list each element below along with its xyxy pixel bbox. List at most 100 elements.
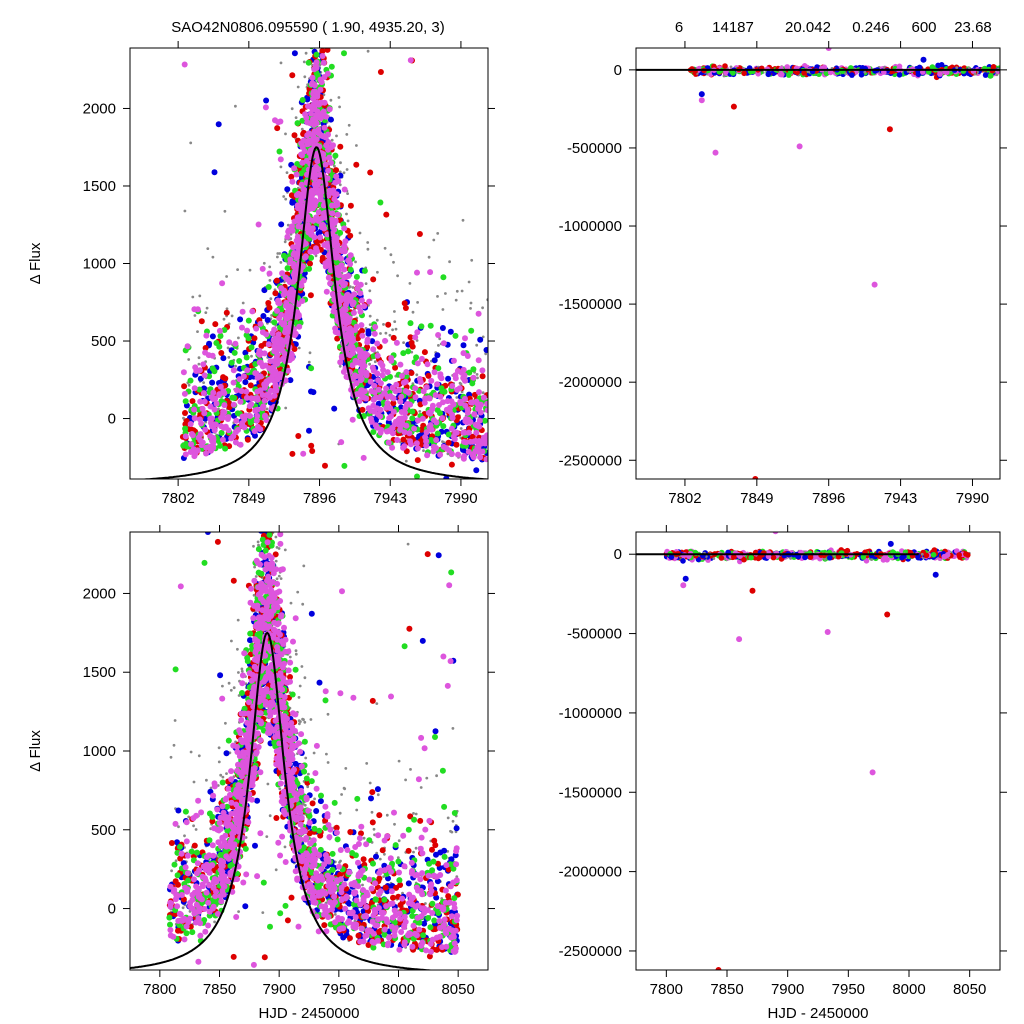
data-point xyxy=(201,398,208,405)
data-point xyxy=(967,66,971,70)
data-point xyxy=(368,314,372,318)
data-point xyxy=(326,106,333,113)
data-point xyxy=(326,154,333,161)
data-point xyxy=(419,786,423,789)
data-point xyxy=(329,98,333,102)
data-point xyxy=(347,123,351,127)
data-point xyxy=(445,447,452,454)
data-point xyxy=(452,375,459,382)
data-point xyxy=(375,318,379,322)
data-point xyxy=(428,437,435,443)
data-point xyxy=(239,308,246,315)
y-tick-label: 1500 xyxy=(83,178,116,195)
data-point xyxy=(347,202,354,209)
data-point xyxy=(281,252,287,259)
data-point xyxy=(215,121,222,128)
data-point xyxy=(423,429,430,436)
data-point xyxy=(308,81,315,88)
data-point xyxy=(313,136,320,143)
data-point xyxy=(251,428,258,435)
data-point xyxy=(219,436,226,443)
data-point xyxy=(274,868,278,872)
data-point xyxy=(468,327,475,334)
data-point xyxy=(230,314,234,318)
data-point xyxy=(216,327,223,334)
data-point xyxy=(183,834,186,838)
data-point xyxy=(430,417,437,424)
data-point xyxy=(440,340,447,347)
data-point xyxy=(432,238,436,242)
data-point xyxy=(308,7,311,10)
data-point xyxy=(347,286,351,289)
data-point xyxy=(238,388,245,394)
data-point xyxy=(730,70,736,76)
data-point xyxy=(265,407,269,411)
data-point xyxy=(459,427,463,430)
data-point xyxy=(244,367,251,374)
data-point xyxy=(303,676,307,680)
data-point xyxy=(203,450,209,457)
data-point xyxy=(415,417,421,424)
data-point xyxy=(430,448,437,455)
data-point xyxy=(285,276,292,283)
x-tick-label: 7990 xyxy=(444,490,477,507)
x-tick-label: 7943 xyxy=(374,490,407,507)
data-point xyxy=(354,260,357,264)
data-point xyxy=(359,406,366,413)
data-point xyxy=(265,341,272,348)
data-point xyxy=(174,859,178,863)
data-point xyxy=(370,429,377,435)
data-point xyxy=(184,343,191,350)
data-point xyxy=(269,297,273,301)
data-point xyxy=(342,238,349,245)
data-point xyxy=(301,166,308,173)
data-point xyxy=(305,140,312,147)
data-point xyxy=(228,359,235,366)
data-point xyxy=(233,387,240,394)
data-point xyxy=(306,785,310,789)
data-point xyxy=(439,415,446,422)
data-point xyxy=(237,336,240,340)
data-point xyxy=(325,167,332,174)
data-point xyxy=(234,104,237,108)
data-point xyxy=(308,351,312,355)
data-point xyxy=(316,188,323,195)
data-point xyxy=(483,456,488,463)
data-point xyxy=(200,390,207,397)
data-point xyxy=(209,379,216,386)
data-point xyxy=(259,392,266,398)
data-point xyxy=(265,446,268,449)
data-point xyxy=(324,240,331,247)
data-point xyxy=(324,45,327,48)
data-point xyxy=(451,819,455,823)
data-point xyxy=(414,329,421,336)
data-point xyxy=(464,353,471,359)
x-tick-label: 7802 xyxy=(668,490,701,507)
data-point xyxy=(423,384,430,391)
data-point xyxy=(333,173,340,180)
data-point xyxy=(388,413,394,420)
data-point xyxy=(915,71,922,78)
data-point xyxy=(330,138,334,142)
data-point xyxy=(461,218,465,222)
data-point xyxy=(313,0,319,5)
data-point xyxy=(476,376,479,380)
data-point xyxy=(449,383,456,389)
data-point xyxy=(995,73,999,77)
data-point xyxy=(267,358,274,365)
data-point xyxy=(347,343,354,350)
data-point xyxy=(357,368,364,375)
data-point xyxy=(344,767,348,770)
data-point xyxy=(390,334,397,341)
data-point xyxy=(480,434,487,441)
data-point xyxy=(274,125,281,132)
data-point xyxy=(289,72,296,79)
data-point xyxy=(313,51,320,58)
data-point xyxy=(431,357,438,364)
data-point xyxy=(305,103,311,110)
data-point xyxy=(196,330,199,333)
data-point xyxy=(361,362,368,369)
data-point xyxy=(290,297,297,304)
data-point xyxy=(230,639,233,643)
data-point xyxy=(271,528,274,531)
